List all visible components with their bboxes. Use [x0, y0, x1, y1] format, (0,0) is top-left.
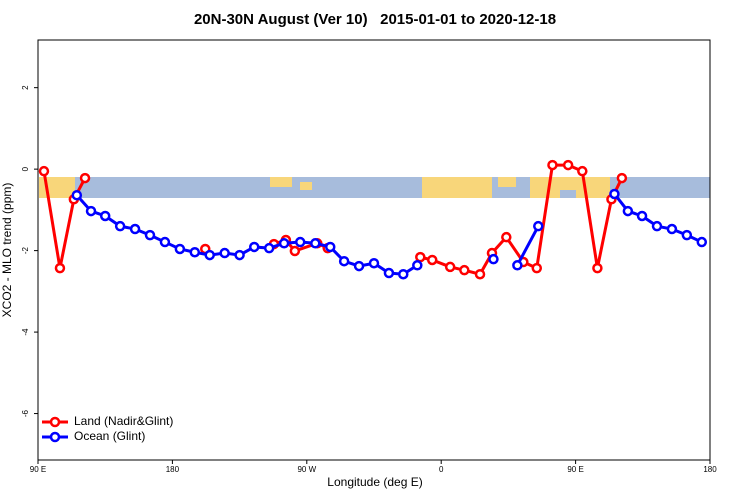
data-point: [383, 267, 395, 279]
data-point: [696, 236, 708, 248]
data-point: [474, 268, 486, 280]
data-point: [114, 220, 126, 232]
land-band: [270, 177, 292, 187]
data-point: [531, 262, 543, 274]
data-point: [616, 172, 628, 184]
y-axis-label: XCO2 - MLO trend (ppm): [0, 183, 14, 318]
data-point: [99, 210, 111, 222]
data-point: [234, 249, 245, 261]
data-point: [415, 251, 426, 263]
data-point: [562, 159, 574, 171]
map-band: [39, 177, 710, 198]
x-tick-label: 180: [703, 465, 717, 474]
data-point: [622, 205, 634, 217]
data-point: [412, 260, 423, 271]
data-point: [681, 229, 693, 241]
data-point: [609, 188, 620, 200]
data-point: [79, 172, 91, 184]
data-point: [54, 262, 66, 274]
data-point: [353, 260, 365, 272]
data-point: [219, 247, 230, 259]
plot-frame: [37, 39, 711, 461]
data-point: [547, 159, 558, 171]
legend-marker: [49, 431, 61, 443]
ocean-band: [560, 190, 576, 198]
data-point: [666, 223, 678, 235]
y-tick-label: 0: [21, 166, 30, 171]
data-point: [144, 229, 156, 241]
data-point: [85, 205, 97, 217]
y-tick-label: -6: [21, 409, 30, 417]
data-point: [459, 264, 470, 276]
data-point: [324, 241, 336, 253]
land-band: [422, 177, 492, 198]
data-point: [577, 165, 588, 177]
data-point: [129, 223, 141, 235]
x-tick-label: 90 W: [297, 465, 316, 474]
data-point: [294, 236, 306, 248]
chart-title: 20N-30N August (Ver 10) 2015-01-01 to 20…: [194, 11, 556, 28]
x-tick-label: 180: [166, 465, 180, 474]
land-band: [498, 177, 516, 187]
y-tick-label: -2: [21, 247, 30, 255]
data-point: [71, 189, 83, 201]
data-point: [533, 220, 544, 232]
land-band: [300, 182, 312, 190]
data-point: [248, 241, 260, 253]
series-line: [516, 225, 540, 266]
x-tick-label: 0: [439, 465, 444, 474]
data-point: [592, 262, 603, 274]
data-point: [338, 255, 350, 267]
data-point: [512, 260, 523, 271]
data-point: [444, 261, 456, 273]
data-point: [398, 268, 409, 280]
data-point: [263, 242, 275, 254]
data-point: [278, 238, 290, 249]
data-point: [636, 210, 648, 222]
legend-label: Ocean (Glint): [74, 429, 145, 443]
data-point: [38, 165, 50, 177]
data-point: [204, 249, 215, 261]
y-tick-label: 2: [21, 85, 30, 90]
data-point: [174, 243, 186, 255]
data-point: [426, 254, 438, 266]
x-tick-label: 90 E: [567, 465, 583, 474]
data-point: [159, 236, 171, 248]
legend-label: Land (Nadir&Glint): [74, 414, 173, 428]
x-tick-label: 90 E: [30, 465, 46, 474]
data-point: [501, 231, 512, 243]
series-line: [42, 170, 87, 269]
data-point: [189, 246, 201, 258]
series-line: [75, 194, 419, 276]
data-point: [310, 238, 321, 249]
data-point: [651, 220, 663, 232]
data-point: [368, 257, 380, 269]
y-tick-label: -4: [21, 328, 30, 336]
data-point: [289, 245, 301, 257]
data-point: [488, 253, 499, 265]
x-axis-label: Longitude (deg E): [327, 475, 422, 489]
legend-marker: [49, 416, 61, 428]
